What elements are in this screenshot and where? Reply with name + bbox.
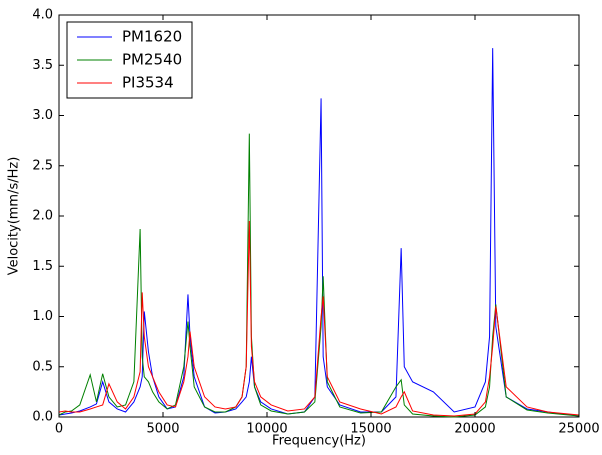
x-tick-label: 10000 [246, 422, 287, 437]
y-tick-label: 1.0 [32, 309, 53, 324]
y-tick-label: 3.0 [32, 108, 53, 123]
x-axis-label: Frequency(Hz) [272, 434, 366, 449]
legend: PM1620 PM2540 PI3534 [66, 21, 193, 99]
legend-label: PM2540 [122, 51, 182, 69]
y-tick-label: 4.0 [32, 8, 53, 23]
legend-label: PI3534 [122, 74, 174, 92]
plot-area [58, 48, 580, 418]
x-tick-label: 20000 [454, 422, 495, 437]
y-tick-label: 0.0 [32, 410, 53, 425]
x-tick-label: 25000 [558, 422, 599, 437]
legend-label: PM1620 [122, 28, 182, 46]
x-tick-label: 0 [55, 422, 63, 437]
x-tick-label: 5000 [146, 422, 179, 437]
x-tick-label: 15000 [350, 422, 391, 437]
y-tick-label: 1.5 [32, 259, 53, 274]
y-tick-label: 0.5 [32, 359, 53, 374]
y-axis-label: Velocity(mm/s/Hz) [7, 157, 22, 276]
y-tick-label: 2.5 [32, 158, 53, 173]
series-line [58, 133, 580, 418]
y-tick-label: 2.0 [32, 209, 53, 224]
series-line [58, 48, 580, 417]
series-line [58, 221, 580, 417]
y-tick-label: 3.5 [32, 58, 53, 73]
